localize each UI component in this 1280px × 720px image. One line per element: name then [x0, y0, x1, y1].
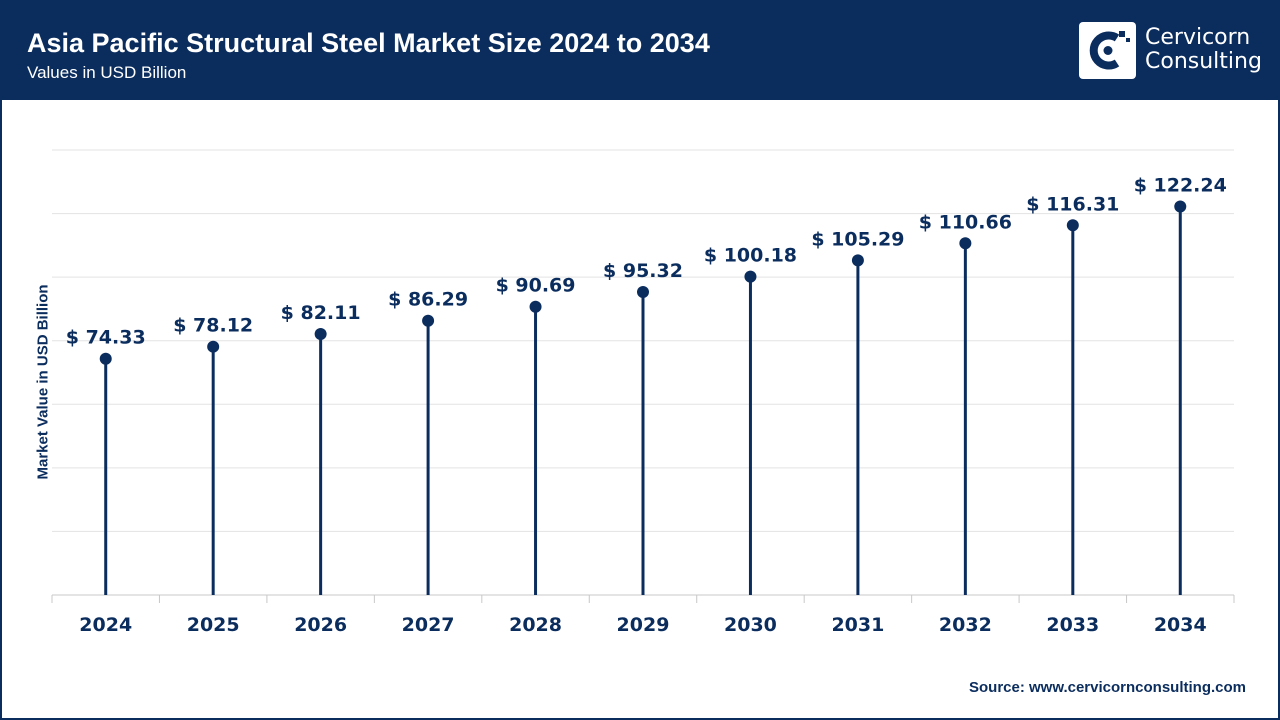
- data-label: $ 90.69: [496, 275, 576, 297]
- data-label: $ 86.29: [388, 289, 468, 311]
- brand-name: Cervicorn Consulting: [1145, 26, 1262, 74]
- x-tick-label: 2025: [187, 614, 240, 636]
- source-note: Source: www.cervicornconsulting.com: [968, 679, 1246, 696]
- data-point: [314, 328, 327, 341]
- x-tick-label: 2027: [402, 614, 455, 636]
- brand-name-line2: Consulting: [1145, 49, 1262, 74]
- brand-name-line1: Cervicorn: [1145, 25, 1251, 50]
- data-label: $ 105.29: [811, 228, 904, 250]
- header-bar: Asia Pacific Structural Steel Market Siz…: [2, 2, 1280, 100]
- chart-title: Asia Pacific Structural Steel Market Siz…: [27, 28, 710, 58]
- cervicorn-logo-icon: [1079, 22, 1136, 79]
- data-point: [99, 352, 112, 365]
- x-tick-label: 2031: [831, 614, 884, 636]
- x-tick-label: 2026: [294, 614, 347, 636]
- data-point: [744, 270, 757, 283]
- x-tick-label: 2029: [617, 614, 670, 636]
- data-point: [529, 300, 542, 313]
- data-label: $ 78.12: [173, 315, 253, 337]
- x-tick-label: 2033: [1046, 614, 1099, 636]
- x-tick-label: 2024: [79, 614, 132, 636]
- data-point: [959, 237, 972, 250]
- data-label: $ 74.33: [66, 327, 146, 349]
- data-label: $ 116.31: [1026, 193, 1119, 215]
- data-label: $ 100.18: [704, 245, 797, 267]
- data-label: $ 82.11: [281, 302, 361, 324]
- x-tick-label: 2034: [1154, 614, 1207, 636]
- data-point: [637, 286, 649, 299]
- data-point: [1174, 200, 1187, 213]
- data-point: [1066, 219, 1079, 232]
- data-point: [207, 340, 220, 353]
- data-label: $ 122.24: [1134, 174, 1227, 196]
- chart-subtitle: Values in USD Billion: [27, 63, 187, 82]
- data-point: [422, 314, 435, 327]
- data-point: [851, 254, 864, 267]
- data-label: $ 95.32: [603, 260, 683, 282]
- data-label: $ 110.66: [919, 211, 1012, 233]
- x-tick-label: 2028: [509, 614, 562, 636]
- x-tick-label: 2032: [939, 614, 992, 636]
- x-tick-label: 2030: [724, 614, 777, 636]
